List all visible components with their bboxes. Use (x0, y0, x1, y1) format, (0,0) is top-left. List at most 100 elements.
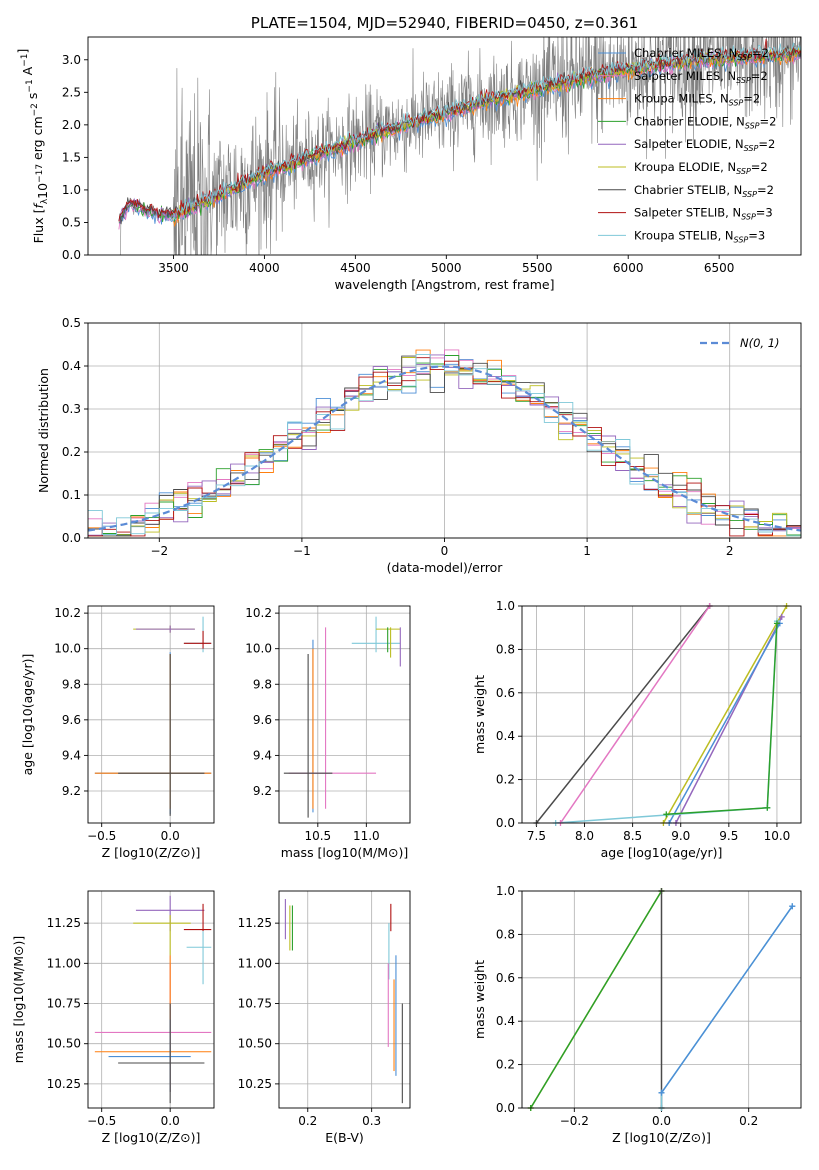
legend-text: =3 (748, 228, 765, 242)
legend-entry: N(0, 1) (740, 336, 780, 350)
legend-entry: Salpeter STELIB, NSSP=3 (634, 206, 773, 222)
legend-subscript: SSP (745, 121, 760, 130)
axes-frame (87, 36, 802, 256)
mass-weight-line (535, 606, 711, 823)
legend-subscript: SSP (744, 144, 759, 153)
y-tick-label: 10.0 (245, 642, 272, 656)
y-tick-label: 11.25 (238, 916, 272, 930)
y-tick-label: 0.2 (62, 445, 81, 459)
legend-entry: Chabrier MILES, NSSP=2 (634, 46, 769, 62)
y-axis-label: mass [log10(M/M⊙)] (11, 936, 26, 1064)
y-tick-label: 9.6 (62, 713, 81, 727)
x-axis-label: Z [log10(Z/Z⊙)] (612, 1130, 711, 1145)
x-tick-label: −0.2 (560, 1114, 589, 1128)
x-tick-label: 2 (726, 544, 734, 558)
legend-entry: Chabrier ELODIE, NSSP=2 (634, 114, 776, 130)
y-axis-label-part: 10 (35, 183, 50, 199)
legend-text: Salpeter MILES, N (634, 69, 736, 83)
legend-entry: Kroupa MILES, NSSP=2 (634, 92, 760, 108)
y-tick-label: 0.2 (496, 1058, 515, 1072)
x-tick-label: 11.0 (353, 829, 380, 843)
histogram-step (88, 349, 801, 537)
axes-frame (521, 605, 802, 824)
y-tick-label: 0.6 (496, 686, 515, 700)
data-point-marker (663, 811, 670, 818)
y-tick-label: 0.5 (62, 215, 81, 229)
x-tick-label: 10.0 (764, 829, 791, 843)
y-tick-label: 0.6 (496, 971, 515, 985)
histogram-step (88, 354, 801, 537)
y-axis-label: mass weight (472, 675, 487, 754)
legend-text: Kroupa MILES, N (634, 92, 729, 106)
y-axis-label-part: −2 (30, 103, 40, 116)
chart-title: PLATE=1504, MJD=52940, FIBERID=0450, z=0… (251, 14, 638, 32)
x-tick-label: 0.0 (161, 829, 180, 843)
histogram-step (88, 357, 801, 537)
data-point-marker (773, 620, 780, 627)
x-tick-label: 0.2 (298, 1114, 317, 1128)
mass-weight-line (662, 606, 788, 823)
x-tick-label: 0.3 (362, 1114, 381, 1128)
y-tick-label: 9.6 (253, 713, 272, 727)
y-tick-label: 11.25 (47, 916, 81, 930)
y-tick-label: 10.0 (54, 642, 81, 656)
data-point-marker (764, 804, 771, 811)
legend-entry: Chabrier STELIB, NSSP=2 (634, 183, 774, 199)
x-tick-label: 5500 (522, 261, 553, 275)
legend-text: =2 (758, 137, 775, 151)
y-tick-label: 10.25 (47, 1077, 81, 1091)
x-tick-label: 0 (441, 544, 449, 558)
y-tick-label: 0.4 (496, 729, 515, 743)
legend-subscript: SSP (734, 235, 749, 244)
legend-subscript: SSP (737, 53, 752, 62)
y-tick-label: 10.2 (245, 606, 272, 620)
legend-entry: Kroupa STELIB, NSSP=3 (634, 228, 765, 244)
y-axis-label-part: −17 (35, 164, 45, 183)
axes-age-vs-mass: 10.5 11.0 9.2 9.4 9.6 9.8 10.0 10.2 mass [log10(… (245, 605, 411, 860)
y-tick-label: 10.50 (47, 1037, 81, 1051)
gaussian-curve (88, 365, 801, 532)
legend-subscript: SSP (729, 99, 744, 108)
mass-weight-line (668, 623, 781, 823)
legend-subscript: SSP (741, 213, 756, 222)
y-axis-label-part: s (25, 93, 40, 104)
plot-area-mass-vs-EBV (284, 899, 403, 1104)
y-axis-label-part: −1 (25, 79, 35, 92)
legend-subscript: SSP (736, 76, 751, 85)
histogram-step (88, 353, 801, 537)
mass-weight-line (660, 905, 793, 1094)
y-tick-label: 9.4 (253, 748, 272, 762)
mass-weight-line (660, 905, 793, 1108)
axes-spectrum: 3500 4000 4500 5000 5500 6000 6500 0.0 0.5 1.0 1.5… (15, 14, 802, 292)
y-tick-label: 9.8 (253, 677, 272, 691)
y-tick-label: 1.0 (496, 884, 515, 898)
x-tick-label: −0.5 (87, 1114, 116, 1128)
x-tick-label: 6000 (613, 261, 644, 275)
y-axis-label-part: λ (40, 198, 50, 204)
legend-entry: Kroupa ELODIE, NSSP=2 (634, 160, 768, 176)
axes-residuals: −2 −1 0 1 2 0.0 0.1 0.2 0.3 0.4 0.5 (data-model)/er… (36, 316, 802, 575)
legend-subscript: SSP (736, 167, 751, 176)
x-axis-label: E(B-V) (325, 1130, 364, 1145)
y-tick-label: 0.2 (496, 773, 515, 787)
x-tick-label: 0.0 (161, 1114, 180, 1128)
y-tick-label: 0.5 (62, 316, 81, 330)
x-axis-label: Z [log10(Z/Z⊙)] (102, 1130, 201, 1145)
y-tick-label: 0.0 (62, 531, 81, 545)
y-tick-label: 11.00 (47, 956, 81, 970)
legend-text: Chabrier MILES, N (634, 46, 737, 60)
y-tick-label: 0.0 (496, 1101, 515, 1115)
mass-weight-line (555, 621, 778, 823)
y-tick-label: 0.8 (496, 642, 515, 656)
axes-mass-vs-EBV: 0.2 0.3 10.25 10.50 10.75 11.00 11.25 E(B-V) (238, 890, 411, 1145)
legend-text: =2 (760, 114, 777, 128)
x-tick-label: 0.0 (652, 1114, 671, 1128)
x-tick-label: 8.0 (575, 829, 594, 843)
x-tick-label: −2 (150, 544, 168, 558)
axes-frame (87, 605, 215, 824)
plot-area-mass-weight-vs-age (535, 606, 788, 823)
legend-text: Salpeter ELODIE, N (634, 137, 744, 151)
y-axis-label-part: erg cm (30, 116, 45, 164)
histogram-step (88, 359, 801, 537)
x-tick-label: 1 (583, 544, 591, 558)
